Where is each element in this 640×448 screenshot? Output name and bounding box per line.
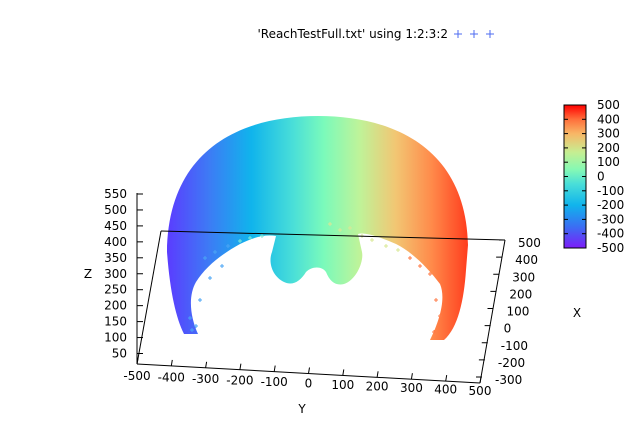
point-marker <box>370 238 374 242</box>
point-marker <box>203 256 207 260</box>
point-marker <box>434 298 438 302</box>
z-tick-label: 550 <box>104 187 127 201</box>
z-tick-label: 350 <box>104 251 127 265</box>
x-tick-label: -300 <box>495 373 522 387</box>
y-tick-label: -400 <box>158 371 185 385</box>
back-left-line <box>136 230 162 365</box>
legend-marker-plus <box>454 30 462 38</box>
y-tick-label: 500 <box>469 384 492 398</box>
legend-marker-plus <box>486 30 494 38</box>
z-tick-label: 400 <box>104 235 127 249</box>
point-marker <box>260 234 264 238</box>
y-tick-mark <box>410 373 413 380</box>
point-marker <box>384 244 388 248</box>
colorbar-tick-label: 500 <box>597 98 620 112</box>
x-tick-label: 200 <box>509 287 532 301</box>
z-tick-label: 300 <box>104 267 127 281</box>
point-marker <box>213 250 217 254</box>
y-tick-label: -300 <box>192 372 219 386</box>
reach-dome <box>167 116 468 340</box>
y-tick-mark <box>170 359 173 366</box>
z-axis-label: Z <box>84 267 92 281</box>
colorbar-tick-label: 300 <box>597 127 620 141</box>
colorbar-tick-label: 100 <box>597 155 620 169</box>
reach-surface <box>167 116 468 340</box>
point-marker <box>418 264 422 268</box>
y-tick-mark <box>479 376 482 384</box>
x-axis-line <box>479 239 506 384</box>
back-top-line <box>160 230 506 241</box>
z-tick-label: 250 <box>104 283 127 297</box>
colorbar-tick-label: -400 <box>597 227 624 241</box>
x-tick-label: 300 <box>512 270 535 284</box>
x-tick-label: 100 <box>507 305 530 319</box>
x-tick-label: 0 <box>504 322 512 336</box>
y-tick-label: -100 <box>261 375 288 389</box>
z-ticks: 550 500 450 400 350 300 250 200 150 100 50 <box>104 187 143 361</box>
x-tick-label: -100 <box>501 339 528 353</box>
y-tick-mark <box>273 365 276 372</box>
y-tick-mark <box>308 367 310 374</box>
x-axis-label: X <box>573 306 581 320</box>
y-tick-label: -500 <box>123 369 150 383</box>
y-tick-label: 0 <box>305 377 313 391</box>
colorbar-tick-label: -300 <box>597 212 624 226</box>
y-tick-mark <box>136 357 139 365</box>
point-marker <box>194 324 198 328</box>
colorbar-tick-label: -100 <box>597 184 624 198</box>
x-tick-label: -200 <box>498 356 525 370</box>
z-tick-label: 150 <box>104 315 127 329</box>
legend: 'ReachTestFull.txt' using 1:2:3:2 <box>257 27 494 41</box>
point-marker <box>208 276 212 280</box>
point-marker <box>188 316 192 320</box>
point-marker <box>220 264 224 268</box>
x-tick-label: 500 <box>518 236 541 250</box>
colorbar-tick-label: 200 <box>597 141 620 155</box>
y-tick-mark <box>376 371 379 378</box>
z-tick-label: 100 <box>104 331 127 345</box>
colorbar-tick-label: 0 <box>597 170 605 184</box>
legend-marker-plus <box>470 30 478 38</box>
point-marker <box>438 314 442 318</box>
x-tick-label: 400 <box>515 253 538 267</box>
point-marker <box>338 228 342 232</box>
colorbar-tick-label: -500 <box>597 241 624 255</box>
point-marker <box>396 248 400 252</box>
y-ticks: -500 -400 -300 -200 -100 0 100 200 300 400 500 <box>123 357 492 398</box>
y-tick-label: 400 <box>434 383 457 397</box>
z-tick-label: 450 <box>104 219 127 233</box>
y-tick-mark <box>205 361 208 368</box>
point-marker <box>432 330 436 334</box>
z-tick-label: 200 <box>104 299 127 313</box>
x-ticks: 500 400 300 200 100 0 -100 -200 -300 <box>476 236 541 387</box>
point-marker <box>348 226 352 230</box>
z-tick-label: 500 <box>104 203 127 217</box>
y-tick-label: 300 <box>400 381 423 395</box>
point-marker <box>198 298 202 302</box>
y-tick-label: 200 <box>366 380 389 394</box>
point-marker <box>238 239 242 243</box>
y-tick-mark <box>342 369 345 376</box>
z-tick-label: 50 <box>112 347 127 361</box>
point-marker <box>190 328 194 332</box>
y-tick-label: 100 <box>331 378 354 392</box>
point-marker <box>248 236 252 240</box>
colorbar-tick-label: -200 <box>597 198 624 212</box>
legend-label: 'ReachTestFull.txt' using 1:2:3:2 <box>257 27 448 41</box>
legend-markers <box>454 30 494 38</box>
y-axis-label: Y <box>297 402 306 416</box>
point-marker <box>226 244 230 248</box>
y-tick-mark <box>445 375 448 382</box>
y-tick-label: -200 <box>226 374 253 388</box>
point-marker <box>328 222 332 226</box>
point-marker <box>408 256 412 260</box>
y-tick-mark <box>239 363 242 370</box>
point-marker <box>428 272 432 276</box>
colorbar-tick-label: 400 <box>597 112 620 126</box>
